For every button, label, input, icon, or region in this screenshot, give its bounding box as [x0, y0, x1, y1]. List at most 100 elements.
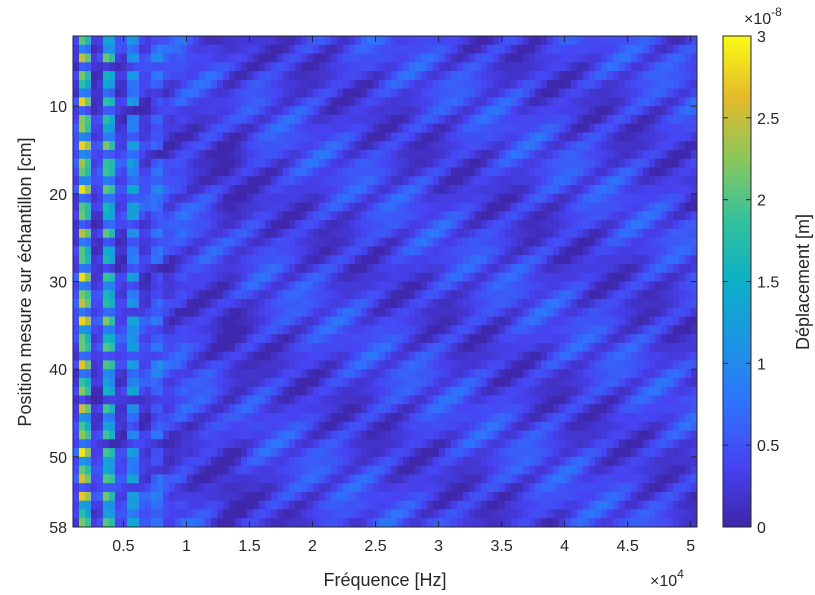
heatmap-cell	[409, 237, 416, 248]
heatmap-cell	[589, 465, 596, 475]
heatmap-cell	[283, 106, 290, 116]
heatmap-cell	[541, 202, 548, 212]
heatmap-cell	[439, 228, 446, 239]
heatmap-cell	[169, 369, 176, 379]
heatmap-cell	[421, 351, 428, 362]
heatmap-cell	[133, 106, 140, 116]
heatmap-cell	[445, 351, 452, 362]
heatmap-cell	[415, 36, 422, 46]
heatmap-cell	[553, 421, 560, 432]
heatmap-cell	[499, 369, 506, 379]
heatmap-cell	[445, 290, 452, 300]
heatmap-cell	[475, 439, 482, 449]
heatmap-cell	[187, 193, 194, 204]
heatmap-cell	[121, 44, 128, 55]
heatmap-cell	[151, 404, 158, 414]
heatmap-cell	[325, 141, 332, 151]
heatmap-cell	[79, 307, 86, 318]
heatmap-cell	[445, 360, 452, 370]
heatmap-cell	[397, 334, 404, 344]
heatmap-cell	[379, 246, 386, 256]
heatmap-cell	[559, 263, 566, 274]
heatmap-cell	[151, 106, 158, 116]
heatmap-cell	[391, 448, 398, 458]
heatmap-cell	[427, 263, 434, 274]
heatmap-cell	[289, 369, 296, 379]
heatmap-cell	[193, 474, 200, 484]
heatmap-cell	[175, 106, 182, 116]
heatmap-cell	[403, 123, 410, 134]
heatmap-cell	[217, 246, 224, 256]
heatmap-cell	[511, 518, 518, 527]
heatmap-cell	[529, 360, 536, 370]
heatmap-cell	[193, 255, 200, 265]
heatmap-cell	[433, 439, 440, 449]
heatmap-cell	[373, 360, 380, 370]
heatmap-cell	[91, 448, 98, 458]
heatmap-cell	[193, 53, 200, 63]
heatmap-cell	[493, 456, 500, 467]
heatmap-cell	[475, 334, 482, 344]
heatmap-cell	[343, 114, 350, 125]
heatmap-cell	[151, 79, 158, 90]
heatmap-cell	[373, 88, 380, 98]
heatmap-cell	[325, 246, 332, 256]
heatmap-cell	[541, 334, 548, 344]
heatmap-cell	[385, 62, 392, 72]
heatmap-cell	[313, 500, 320, 511]
heatmap-cell	[337, 421, 344, 432]
heatmap-cell	[529, 167, 536, 177]
heatmap-cell	[607, 114, 614, 125]
heatmap-cell	[169, 141, 176, 151]
heatmap-cell	[397, 202, 404, 212]
heatmap-cell	[505, 421, 512, 432]
heatmap-cell	[565, 395, 572, 405]
heatmap-cell	[307, 290, 314, 300]
heatmap-cell	[559, 404, 566, 414]
heatmap-cell	[187, 97, 194, 107]
heatmap-cell	[565, 491, 572, 502]
heatmap-cell	[199, 114, 206, 125]
heatmap-cell	[145, 202, 152, 212]
heatmap-cell	[127, 386, 134, 397]
heatmap-cell	[259, 141, 266, 151]
heatmap-cell	[181, 290, 188, 300]
heatmap-cell	[169, 176, 176, 186]
heatmap-cell	[301, 132, 308, 142]
heatmap-cell	[163, 377, 170, 388]
heatmap-cell	[103, 53, 110, 63]
heatmap-cell	[493, 474, 500, 484]
heatmap-cell	[511, 44, 518, 55]
heatmap-cell	[421, 36, 428, 46]
heatmap-cell	[577, 395, 584, 405]
heatmap-cell	[451, 185, 458, 195]
heatmap-cell	[283, 132, 290, 142]
heatmap-cell	[469, 509, 476, 519]
heatmap-cell	[121, 421, 128, 432]
heatmap-cell	[529, 123, 536, 134]
heatmap-cell	[115, 167, 122, 177]
heatmap-cell	[85, 518, 92, 527]
heatmap-cell	[361, 106, 368, 116]
heatmap-cell	[223, 176, 230, 186]
heatmap-cell	[289, 246, 296, 256]
heatmap-cell	[589, 53, 596, 63]
heatmap-cell	[331, 413, 338, 423]
heatmap-cell	[541, 114, 548, 125]
heatmap-cell	[169, 158, 176, 169]
heatmap-cell	[313, 246, 320, 256]
heatmap-cell	[163, 342, 170, 353]
heatmap-cell	[181, 158, 188, 169]
heatmap-cell	[199, 413, 206, 423]
heatmap-cell	[79, 149, 86, 160]
heatmap-cell	[511, 246, 518, 256]
heatmap-cell	[499, 430, 506, 440]
heatmap-cell	[223, 167, 230, 177]
heatmap-cell	[523, 123, 530, 134]
heatmap-cell	[169, 509, 176, 519]
heatmap-cell	[343, 53, 350, 63]
heatmap-cell	[367, 465, 374, 475]
heatmap-cell	[523, 334, 530, 344]
heatmap-cell	[607, 79, 614, 90]
heatmap-cell	[511, 123, 518, 134]
